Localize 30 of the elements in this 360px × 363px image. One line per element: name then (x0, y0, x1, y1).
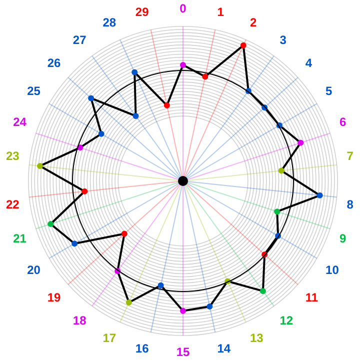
spoke-label: 19 (47, 290, 61, 305)
spoke-label: 13 (250, 330, 264, 345)
spoke-label: 11 (305, 290, 318, 305)
spoke-label: 27 (72, 32, 87, 47)
spoke-label: 2 (250, 16, 257, 30)
spoke-label: 29 (135, 5, 150, 20)
spoke-label: 12 (280, 314, 294, 328)
spoke-label: 10 (326, 262, 340, 277)
spoke-label: 24 (13, 115, 27, 130)
spoke-label: 6 (340, 115, 347, 130)
spoke-label: 5 (326, 84, 333, 98)
spoke-label: 1 (217, 5, 224, 20)
spoke-label: 18 (72, 314, 87, 328)
spoke-label: 21 (13, 231, 27, 246)
spoke-label: 28 (102, 16, 116, 30)
spoke-label: 3 (280, 32, 287, 47)
spoke-label: 22 (6, 198, 20, 212)
spoke-label: 25 (27, 84, 41, 98)
spoke-label: 20 (27, 262, 41, 277)
spoke-label: 16 (135, 342, 150, 356)
spoke-label: 9 (340, 231, 347, 246)
spoke-label: 15 (176, 345, 190, 360)
spoke-label: 0 (180, 2, 187, 16)
spoke-label: 26 (47, 56, 61, 70)
spoke-label: 23 (6, 148, 20, 163)
spoke-label: 8 (346, 198, 354, 212)
spoke-label: 17 (102, 330, 116, 345)
spoke-label: 7 (346, 148, 354, 163)
spoke-label: 14 (217, 342, 231, 356)
spoke-label: 4 (305, 56, 312, 70)
